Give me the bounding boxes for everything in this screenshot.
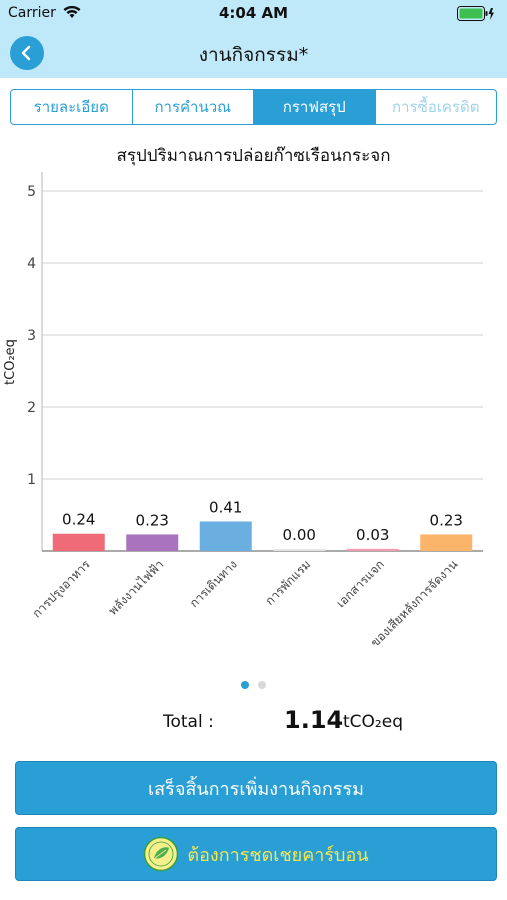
- wifi-icon: [62, 4, 82, 24]
- bar: [420, 534, 473, 551]
- tab-calculation[interactable]: การคำนวณ: [133, 90, 254, 124]
- page-indicator[interactable]: [0, 681, 507, 689]
- tab-summary-chart[interactable]: กราฟสรุป: [254, 90, 376, 124]
- carbon-neutral-icon: [144, 836, 179, 872]
- chevron-left-icon: [21, 45, 31, 61]
- bar: [346, 548, 399, 551]
- bar-value-label: 0.24: [62, 511, 95, 529]
- page-title: งานกิจกรรม*: [198, 44, 309, 66]
- clock-time: 4:04 AM: [218, 4, 289, 22]
- total-unit: tCO₂eq: [343, 712, 403, 732]
- carbon-offset-button[interactable]: ต้องการชดเชยคาร์บอน: [15, 827, 497, 881]
- carbon-offset-label: ต้องการชดเชยคาร์บอน: [187, 844, 369, 866]
- bar-value-label: 0.41: [209, 498, 242, 516]
- back-button[interactable]: [10, 36, 44, 70]
- x-tick-label: การปรุงอาหาร: [30, 557, 94, 621]
- bar: [52, 533, 105, 551]
- bar-value-label: 0.23: [430, 511, 463, 529]
- carrier-label: Carrier: [8, 5, 56, 21]
- y-tick-label: 5: [27, 184, 36, 200]
- bar-value-label: 0.00: [283, 526, 316, 544]
- x-tick-label: การเดินทาง: [187, 557, 240, 610]
- x-tick-label: การพักแรม: [263, 557, 314, 608]
- bar-chart: 1 2 3 4 5 tCO₂eq 0.24 การปรุงอาหาร 0.23 พลังงานไฟ…: [3, 172, 483, 650]
- status-bar: Carrier 4:04 AM: [0, 0, 507, 28]
- total-label: Total :: [163, 712, 214, 732]
- tab-bar: รายละเอียด การคำนวณ กราฟสรุป การซื้อเครด…: [10, 89, 497, 125]
- x-tick-label: เอกสารแจก: [334, 557, 387, 610]
- bar: [126, 534, 179, 551]
- y-axis-label: tCO₂eq: [3, 339, 18, 385]
- y-tick-label: 4: [27, 256, 36, 272]
- bar: [273, 549, 326, 551]
- battery-icon: [457, 6, 495, 26]
- finish-activity-button[interactable]: เสร็จสิ้นการเพิ่มงานกิจกรรม: [15, 761, 497, 815]
- bar-value-label: 0.23: [136, 511, 169, 529]
- tab-details[interactable]: รายละเอียด: [11, 90, 133, 124]
- chart-title: สรุปปริมาณการปล่อยก๊าซเรือนกระจก: [116, 146, 391, 166]
- y-tick-label: 1: [27, 472, 36, 488]
- chart-card: สรุปปริมาณการปล่อยก๊าซเรือนกระจก 1 2 3 4 5 tC…: [0, 132, 507, 672]
- tab-buy-credit[interactable]: การซื้อเครดิต: [392, 98, 480, 116]
- finish-activity-label: เสร็จสิ้นการเพิ่มงานกิจกรรม: [148, 778, 364, 800]
- bar: [199, 521, 252, 551]
- total-value: 1.14: [284, 706, 344, 734]
- nav-bar: งานกิจกรรม*: [0, 28, 507, 78]
- x-tick-label: พลังงานไฟฟ้า: [106, 557, 167, 618]
- y-tick-label: 3: [27, 328, 36, 344]
- y-tick-label: 2: [27, 400, 36, 416]
- bar-value-label: 0.03: [356, 526, 389, 544]
- page-dot-1[interactable]: [241, 681, 249, 689]
- page-dot-2[interactable]: [258, 681, 266, 689]
